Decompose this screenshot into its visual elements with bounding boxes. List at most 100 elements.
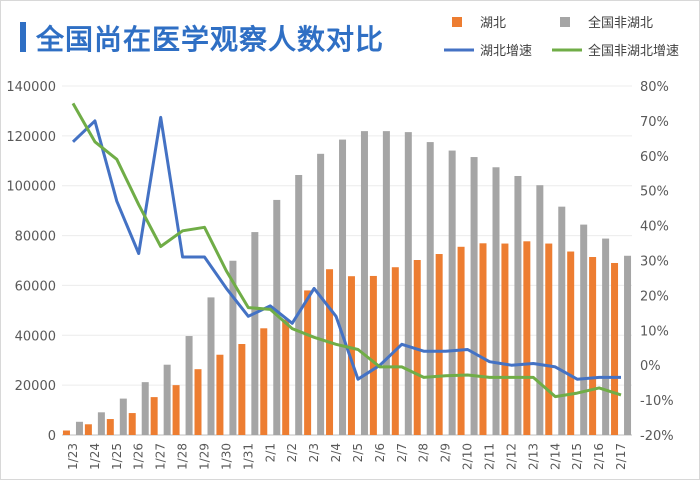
- hubei-bar: [128, 413, 136, 435]
- non-hubei-bar: [207, 297, 215, 435]
- x-tick-label: 2/2: [285, 443, 299, 462]
- x-tick-label: 2/10: [461, 443, 475, 470]
- right-tick-label: 80%: [640, 80, 669, 95]
- right-tick-label: 10%: [640, 324, 669, 339]
- hubei-bar: [194, 369, 202, 435]
- left-tick-label: 40000: [15, 329, 56, 344]
- non-hubei-growth-line: [71, 102, 622, 399]
- lines: [71, 102, 622, 399]
- x-tick-label: 2/1: [263, 443, 277, 462]
- right-tick-label: 40%: [640, 220, 669, 235]
- x-tick-label: 1/30: [219, 443, 233, 470]
- hubei-bar: [62, 430, 70, 435]
- x-tick-label: 1/26: [132, 443, 146, 470]
- left-tick-label: 120000: [6, 130, 56, 145]
- non-hubei-bar: [404, 132, 412, 435]
- non-hubei-bar: [448, 150, 456, 435]
- non-hubei-bar: [624, 255, 632, 435]
- x-tick-label: 2/6: [373, 443, 387, 462]
- x-tick-label: 2/9: [439, 443, 453, 462]
- x-tick-label: 2/15: [570, 443, 584, 470]
- hubei-bar: [260, 328, 268, 435]
- x-tick-label: 2/5: [351, 443, 365, 462]
- non-hubei-bar: [536, 185, 544, 435]
- non-hubei-bar: [382, 131, 390, 435]
- x-tick-label: 2/7: [395, 443, 409, 462]
- non-hubei-bar: [514, 175, 522, 436]
- hubei-bar: [567, 251, 575, 435]
- x-tick-label: 1/27: [154, 443, 168, 470]
- hubei-bar: [523, 241, 531, 435]
- x-tick-label: 2/14: [548, 443, 562, 470]
- non-hubei-bar: [75, 421, 83, 435]
- x-tick-label: 1/25: [110, 443, 124, 470]
- left-tick-label: 20000: [15, 379, 56, 394]
- left-tick-label: 140000: [6, 80, 56, 95]
- x-tick-label: 1/29: [198, 443, 212, 470]
- hubei-bar: [150, 397, 158, 435]
- non-hubei-bar: [185, 336, 193, 435]
- hubei-bar: [413, 260, 421, 435]
- right-tick-label: -10%: [640, 394, 674, 409]
- non-hubei-bar: [492, 167, 500, 435]
- x-tick-label: 2/11: [483, 443, 497, 470]
- hubei-bar: [479, 243, 487, 435]
- x-axis-labels: 1/23 1/24 1/25 1/26 1/27 1/28 1/29 1/30 1/31 2/1 2…: [66, 443, 628, 470]
- chart-title: 全国尚在医学观察人数对比: [36, 23, 385, 56]
- legend-swatch: [560, 17, 570, 27]
- legend-label: 全国非湖北增速: [588, 43, 679, 59]
- right-tick-label: -20%: [640, 429, 674, 444]
- hubei-bar: [282, 319, 290, 435]
- legend-swatch: [452, 17, 462, 27]
- right-tick-label: 20%: [640, 289, 669, 304]
- non-hubei-bar: [558, 206, 566, 435]
- left-tick-label: 100000: [6, 180, 56, 195]
- legend-label: 湖北增速: [480, 44, 532, 59]
- hubei-bar: [326, 269, 334, 435]
- axes: 0 20000 40000 60000 80000 100000 120000 140000 -…: [6, 80, 673, 444]
- non-hubei-bar: [97, 412, 105, 435]
- non-hubei-bar: [141, 382, 149, 435]
- title-accent-bar: [20, 22, 26, 52]
- hubei-bar: [611, 262, 619, 435]
- x-tick-label: 1/24: [88, 443, 102, 470]
- non-hubei-bar: [251, 232, 259, 435]
- legend-label: 湖北: [480, 16, 506, 31]
- right-tick-label: 30%: [640, 255, 669, 270]
- hubei-bar: [172, 385, 180, 435]
- x-tick-label: 2/4: [329, 443, 343, 462]
- x-tick-label: 2/13: [526, 443, 540, 470]
- non-hubei-bar: [295, 174, 303, 435]
- non-hubei-bar: [426, 142, 434, 435]
- x-tick-label: 2/12: [504, 443, 518, 470]
- non-hubei-bar: [602, 238, 610, 435]
- hubei-bar: [304, 290, 312, 435]
- x-tick-label: 2/16: [592, 443, 606, 470]
- hubei-bar: [347, 276, 355, 435]
- non-hubei-bar: [119, 398, 127, 435]
- non-hubei-bar: [580, 224, 588, 435]
- x-tick-label: 2/17: [614, 443, 628, 470]
- non-hubei-bar: [339, 139, 347, 435]
- x-tick-label: 1/23: [66, 443, 80, 470]
- x-tick-label: 1/31: [241, 443, 255, 470]
- hubei-bar: [501, 243, 509, 435]
- left-tick-label: 60000: [15, 279, 56, 294]
- right-tick-label: 0%: [640, 359, 661, 374]
- x-tick-label: 2/8: [417, 443, 431, 462]
- left-tick-label: 80000: [15, 230, 56, 245]
- right-tick-label: 60%: [640, 150, 669, 165]
- non-hubei-bar: [229, 260, 237, 435]
- x-tick-label: 1/28: [176, 443, 190, 470]
- non-hubei-bar: [163, 364, 171, 435]
- x-tick-label: 2/3: [307, 443, 321, 462]
- right-tick-label: 50%: [640, 185, 669, 200]
- hubei-bar: [238, 344, 246, 435]
- hubei-bar: [84, 424, 92, 435]
- hubei-bar: [106, 419, 114, 435]
- hubei-bar: [545, 243, 553, 435]
- hubei-bar: [216, 354, 224, 435]
- hubei-bar: [369, 275, 377, 435]
